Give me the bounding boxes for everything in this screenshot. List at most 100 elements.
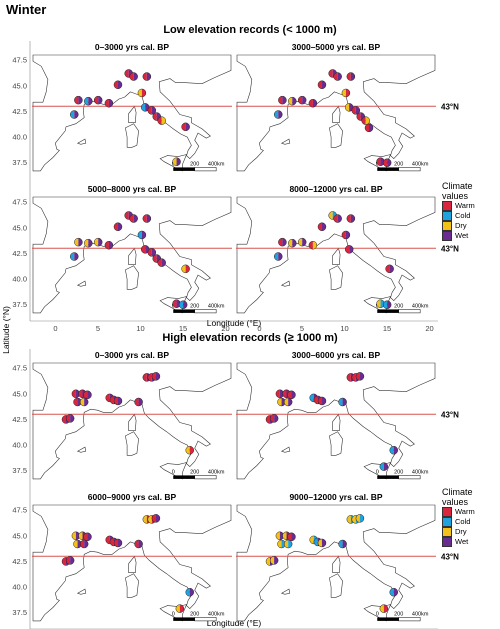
point-left-half <box>109 537 114 546</box>
data-point <box>338 539 347 549</box>
point-left-half <box>147 248 152 257</box>
point-right-half <box>117 80 122 89</box>
point-right-half <box>161 258 166 267</box>
island-outline <box>280 280 291 287</box>
y-axis-title: Latitude (°N) <box>1 306 11 354</box>
scale-label: 400km <box>208 611 225 617</box>
point-left-half <box>376 157 381 166</box>
land-outline <box>236 54 436 172</box>
point-right-half <box>342 397 347 406</box>
data-point <box>79 397 89 407</box>
scale-bar-white <box>398 309 421 314</box>
point-right-half <box>84 539 89 548</box>
point-right-half <box>345 88 350 97</box>
point-right-half <box>321 396 326 405</box>
point-left-half <box>298 96 303 105</box>
data-point <box>361 116 370 125</box>
point-right-half <box>133 72 138 81</box>
point-right-half <box>151 248 156 257</box>
x-tick-label: 20 <box>425 324 433 333</box>
point-left-half <box>328 211 333 220</box>
point-left-half <box>84 97 89 106</box>
point-left-half <box>270 556 275 565</box>
x-tick-label: 0 <box>53 324 57 333</box>
legend-swatch-dry <box>442 221 452 232</box>
data-point <box>151 514 161 523</box>
point-right-half <box>312 99 317 108</box>
point-left-half <box>346 72 351 81</box>
point-right-half <box>274 556 279 565</box>
data-point <box>389 587 398 597</box>
point-right-half <box>288 539 293 548</box>
point-left-half <box>298 238 303 247</box>
panel-title: 3000–5000 yrs cal. BP <box>292 42 381 52</box>
scale-bar-white <box>398 475 421 480</box>
point-right-half <box>108 241 113 250</box>
scale-label: 0 <box>376 161 379 167</box>
island-outline <box>128 555 137 573</box>
land-outline <box>32 196 232 314</box>
island-outline <box>332 105 341 123</box>
point-left-half <box>282 389 287 398</box>
point-right-half <box>393 588 398 597</box>
y-tick-label: 42.5 <box>12 415 27 424</box>
panel-title: 0–3000 yrs cal. BP <box>95 42 170 52</box>
data-point <box>147 106 157 115</box>
point-right-half <box>350 214 355 223</box>
point-right-half <box>84 397 89 406</box>
point-left-half <box>70 252 75 261</box>
data-point <box>113 396 123 406</box>
point-right-half <box>278 252 283 261</box>
point-left-half <box>142 373 147 382</box>
island-outline <box>280 446 291 453</box>
data-point <box>185 587 194 597</box>
panel-title: 3000–6000 yrs cal. BP <box>292 350 381 360</box>
scale-label: 200 <box>190 611 199 617</box>
point-left-half <box>317 396 322 405</box>
data-point <box>382 300 392 309</box>
point-right-half <box>189 446 194 455</box>
point-right-half <box>108 99 113 108</box>
data-point <box>104 98 114 108</box>
island-outline <box>76 280 87 287</box>
land-outline <box>32 54 232 172</box>
point-right-half <box>355 106 360 115</box>
data-point <box>137 88 147 98</box>
point-right-half <box>78 96 83 105</box>
x-tick-label: 5 <box>96 324 100 333</box>
point-right-half <box>185 264 190 273</box>
point-left-half <box>147 106 152 115</box>
point-left-half <box>345 245 350 254</box>
scale-label: 400km <box>412 303 429 309</box>
point-right-half <box>74 110 79 119</box>
point-left-half <box>83 532 88 541</box>
point-left-half <box>277 539 282 548</box>
point-left-half <box>379 462 384 471</box>
x-tick-label: 5 <box>300 324 304 333</box>
point-left-half <box>62 557 66 566</box>
point-left-half <box>288 97 293 106</box>
section-title-high: High elevation records (≥ 1000 m) <box>162 332 338 344</box>
data-point <box>389 445 398 455</box>
data-point <box>70 110 79 119</box>
data-point <box>317 396 327 406</box>
point-right-half <box>161 116 166 125</box>
point-left-half <box>124 211 129 220</box>
legend-swatch-dry <box>442 527 452 538</box>
point-right-half <box>183 300 188 309</box>
island-outline <box>125 123 139 148</box>
data-point <box>151 372 161 381</box>
latitude-43-label: 43°N <box>441 244 459 253</box>
point-left-half <box>270 414 275 423</box>
point-right-half <box>78 238 83 247</box>
scale-label: 400km <box>412 161 429 167</box>
point-right-half <box>393 446 398 455</box>
point-right-half <box>70 556 75 565</box>
y-tick-label: 42.5 <box>12 557 27 566</box>
point-left-half <box>152 112 157 121</box>
data-point <box>84 96 93 106</box>
y-tick-label: 45.0 <box>12 81 27 90</box>
data-point <box>274 110 283 119</box>
point-right-half <box>291 390 296 399</box>
point-right-half <box>337 72 342 81</box>
